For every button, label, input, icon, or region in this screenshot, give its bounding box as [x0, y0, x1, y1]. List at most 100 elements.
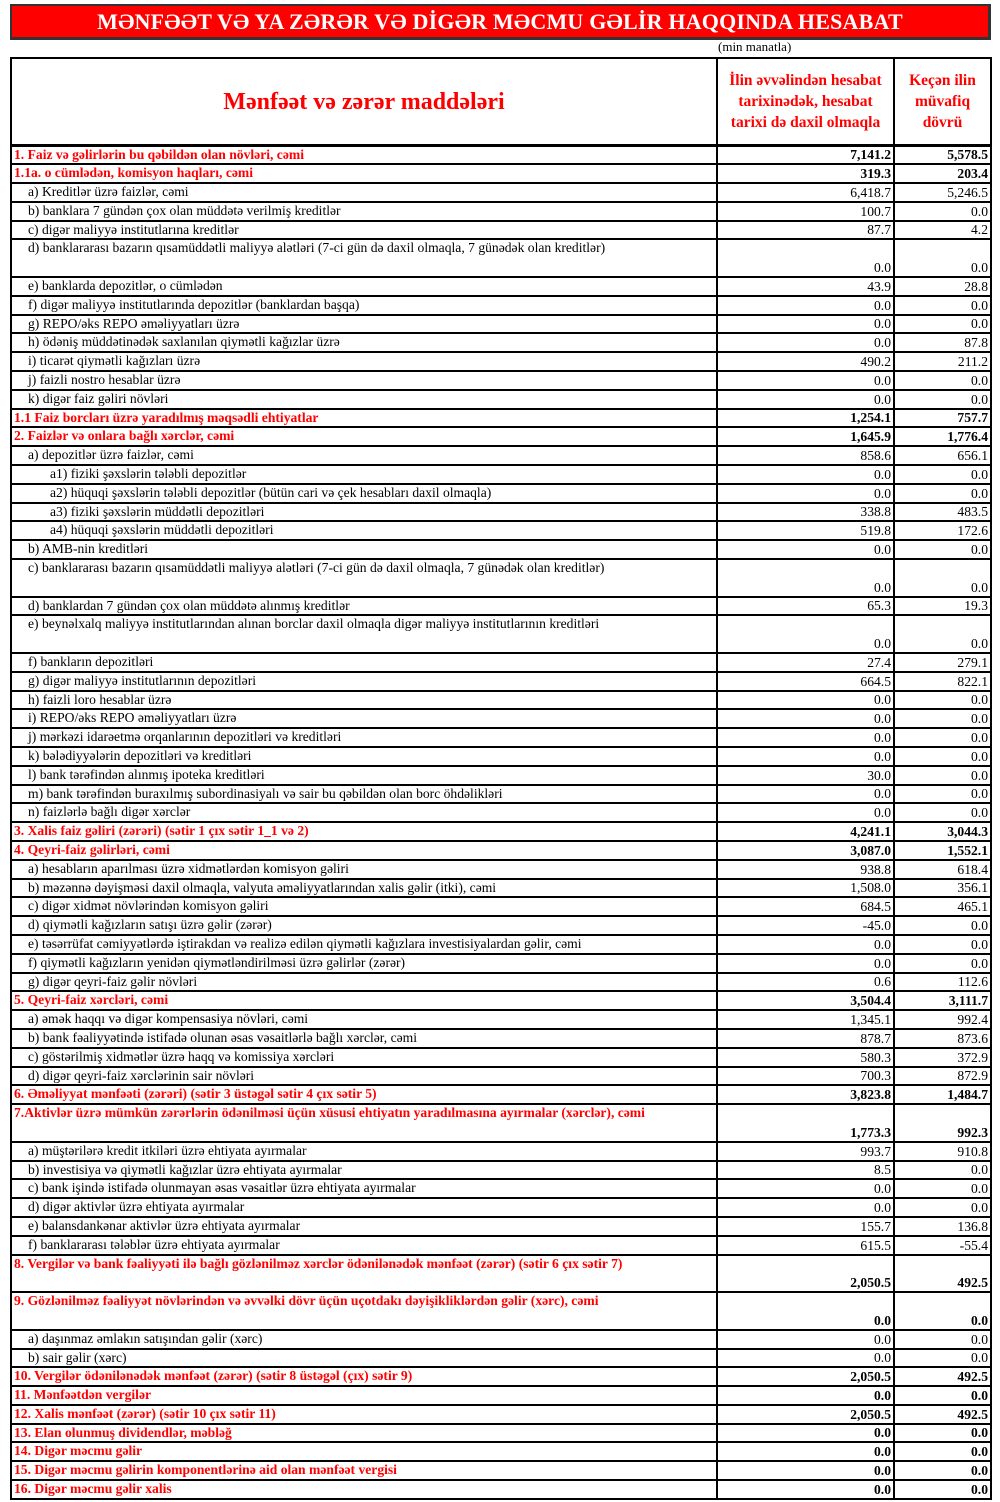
row-label: g) digər maliyyə institutlarının depozit…: [10, 670, 718, 692]
value-previous: 0.0: [893, 1479, 992, 1500]
table-row-total: 5. Qeyri-faiz xərcləri, cəmi 3,504.4 3,111…: [10, 990, 992, 1012]
table-row: g) digər maliyyə institutlarının depozit…: [10, 670, 992, 692]
row-label: d) banklardan 7 gündən çox olan müddətə …: [10, 595, 718, 617]
value-previous: 136.8: [893, 1215, 992, 1237]
value-current: 0.0: [716, 539, 895, 561]
row-label: 13. Elan olunmuş dividendlər, məbləğ: [10, 1422, 718, 1444]
table-row-total: 2. Faizlər və onlara bağlı xərclər, cəmi…: [10, 426, 992, 448]
value-previous: 5,578.5: [893, 144, 992, 166]
table-row: f) digər maliyyə institutlarında depozit…: [10, 294, 992, 316]
value-previous: 0.0: [893, 1441, 992, 1463]
value-current: 2,050.5: [716, 1403, 895, 1425]
table-row-total: 13. Elan olunmuş dividendlər, məbləğ 0.0 0…: [10, 1422, 992, 1444]
row-label: 8. Vergilər və bank fəaliyyəti ilə bağlı…: [10, 1253, 718, 1294]
table-row: a) depozitlər üzrə faizlər, cəmi 858.6 656…: [10, 445, 992, 467]
value-current: 0.0: [716, 1441, 895, 1463]
row-label: 7.Aktivlər üzrə mümkün zərərlərin ödənil…: [10, 1103, 718, 1143]
row-label: b) məzənnə dəyişməsi daxil olmaqla, valy…: [10, 877, 718, 899]
income-statement-table: Mənfəət və zərər maddələri İlin əvvəlind…: [10, 57, 992, 1500]
row-label: a1) fiziki şəxslərin tələbli depozitlər: [10, 464, 718, 485]
value-previous: 0.0: [893, 764, 992, 786]
value-current: 0.0: [716, 614, 895, 655]
value-previous: 1,484.7: [893, 1084, 992, 1106]
row-label: 10. Vergilər ödənilənədək mənfəət (zərər…: [10, 1366, 718, 1388]
row-label: e) balansdankənar aktivlər üzrə ehtiyata…: [10, 1215, 718, 1237]
value-previous: 203.4: [893, 163, 992, 185]
table-row: d) digər aktivlər üzrə ehtiyata ayırmala…: [10, 1197, 992, 1218]
value-current: 8.5: [716, 1159, 895, 1181]
row-label: l) bank tərəfindən alınmış ipoteka kredi…: [10, 764, 718, 786]
value-current: 0.0: [716, 1347, 895, 1369]
row-label: 15. Digər məcmu gəlirin komponentlərinə …: [10, 1460, 718, 1482]
value-previous: 492.5: [893, 1253, 992, 1294]
table-row-total: 11. Mənfəətdən vergilər 0.0 0.0: [10, 1385, 992, 1406]
value-current: 0.0: [716, 1385, 895, 1406]
table-row-total: 12. Xalis mənfəət (zərər) (sətir 10 çıx …: [10, 1403, 992, 1425]
row-label: 2. Faizlər və onlara bağlı xərclər, cəmi: [10, 426, 718, 448]
value-previous: 4.2: [893, 219, 992, 241]
table-row: e) banklarda depozitlər, o cümlədən 43.9 2…: [10, 276, 992, 297]
table-body: 1. Faiz və gəlirlərin bu qəbildən olan n…: [10, 144, 992, 1500]
value-previous: 5,246.5: [893, 182, 992, 203]
value-previous: 0.0: [893, 746, 992, 767]
table-row-total: 16. Digər məcmu gəlir xalis 0.0 0.0: [10, 1479, 992, 1500]
value-current: 27.4: [716, 652, 895, 673]
value-previous: 492.5: [893, 1403, 992, 1425]
row-label: d) digər qeyri-faiz xərclərinin sair növ…: [10, 1065, 718, 1087]
value-current: 7,141.2: [716, 144, 895, 166]
value-current: 2,050.5: [716, 1253, 895, 1294]
value-previous: 0.0: [893, 783, 992, 805]
value-current: 684.5: [716, 896, 895, 918]
value-current: 519.8: [716, 520, 895, 542]
value-previous: 656.1: [893, 445, 992, 467]
value-previous: 822.1: [893, 670, 992, 692]
value-previous: 3,111.7: [893, 990, 992, 1012]
table-row: a) daşınmaz əmlakın satışından gəlir (xə…: [10, 1328, 992, 1350]
row-label: a) müştərilərə kredit itkiləri üzrə ehti…: [10, 1140, 718, 1162]
row-label: k) bələdiyyələrin depozitləri və kreditl…: [10, 746, 718, 767]
value-current: 0.0: [716, 332, 895, 354]
table-row: a) hesabların aparılması üzrə xidmətlərd…: [10, 858, 992, 880]
value-previous: 0.0: [893, 933, 992, 955]
table-row: k) bələdiyyələrin depozitləri və kreditl…: [10, 746, 992, 767]
row-label: 11. Mənfəətdən vergilər: [10, 1385, 718, 1406]
value-current: 319.3: [716, 163, 895, 185]
value-previous: 0.0: [893, 294, 992, 316]
table-row-total: 1.1a. o cümlədən, komisyon haqları, cəmi…: [10, 163, 992, 185]
table-row: a3) fiziki şəxslərin müddətli depozitlər…: [10, 501, 992, 523]
value-current: 700.3: [716, 1065, 895, 1087]
value-current: 993.7: [716, 1140, 895, 1162]
row-label: 16. Digər məcmu gəlir xalis: [10, 1479, 718, 1500]
table-row: m) bank tərəfindən buraxılmış subordinas…: [10, 783, 992, 805]
row-label: e) banklarda depozitlər, o cümlədən: [10, 276, 718, 297]
value-current: 0.0: [716, 952, 895, 974]
table-row-total: 9. Gözlənilməz fəaliyyət növlərindən və …: [10, 1291, 992, 1331]
value-previous: 19.3: [893, 595, 992, 617]
row-label: b) investisiya və qiymətli kağızlar üzrə…: [10, 1159, 718, 1181]
value-current: 1,345.1: [716, 1009, 895, 1030]
row-label: b) sair gəlir (xərc): [10, 1347, 718, 1369]
value-current: 0.0: [716, 388, 895, 410]
value-previous: 0.0: [893, 1347, 992, 1369]
value-current: 1,508.0: [716, 877, 895, 899]
value-previous: 492.5: [893, 1366, 992, 1388]
value-current: 0.0: [716, 689, 895, 711]
row-label: a) əmək haqqı və digər kompensasiya növl…: [10, 1009, 718, 1030]
row-label: a4) hüquqi şəxslərin müddətli depozitlər…: [10, 520, 718, 542]
table-row: f) qiymətli kağızların yenidən qiymətlən…: [10, 952, 992, 974]
value-previous: 0.0: [893, 1460, 992, 1482]
value-current: 580.3: [716, 1046, 895, 1068]
value-previous: 211.2: [893, 351, 992, 373]
table-row: c) digər maliyyə institutlarına kreditlə…: [10, 219, 992, 241]
value-previous: 0.0: [893, 952, 992, 974]
value-current: 0.0: [716, 1291, 895, 1331]
value-current: 1,645.9: [716, 426, 895, 448]
table-row: h) ödəniş müddətinədək saxlanılan qiymət…: [10, 332, 992, 354]
value-previous: 0.0: [893, 1422, 992, 1444]
table-row: b) banklara 7 gündən çox olan müddətə ve…: [10, 200, 992, 222]
value-previous: -55.4: [893, 1234, 992, 1256]
row-label: c) banklararası bazarın qısamüddətli mal…: [10, 558, 718, 598]
value-previous: 1,776.4: [893, 426, 992, 448]
value-current: 0.0: [716, 1197, 895, 1218]
row-label: e) təsərrüfat cəmiyyətlərdə iştirakdan v…: [10, 933, 718, 955]
